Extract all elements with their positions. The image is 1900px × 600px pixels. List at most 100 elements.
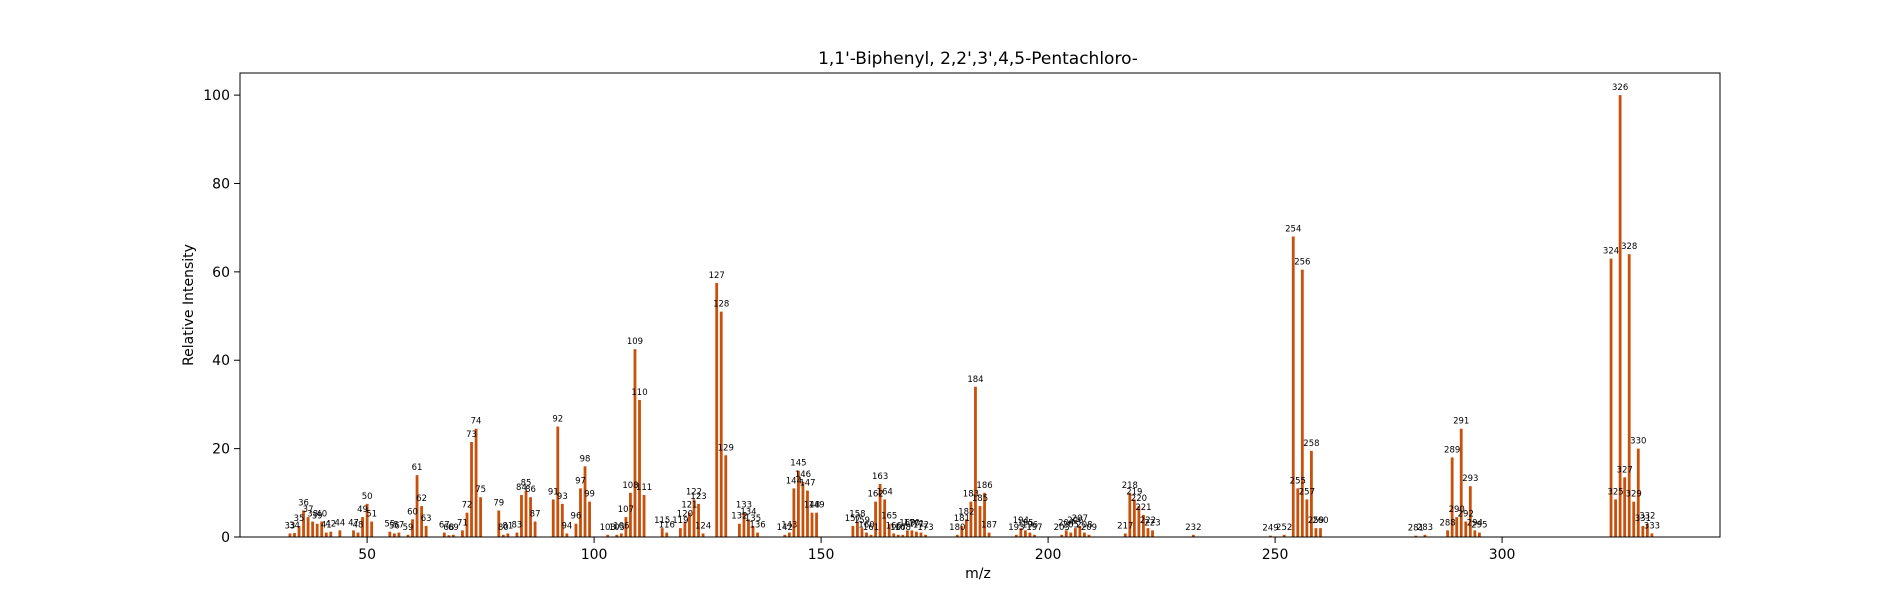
peak-bar-72 — [465, 512, 469, 537]
peak-bar-195 — [1024, 530, 1027, 537]
peak-bar-120 — [683, 521, 687, 537]
peak-bar-182 — [964, 519, 968, 537]
peak-bar-184 — [974, 386, 977, 537]
peak-bar-83 — [515, 532, 519, 537]
peak-label-91: 91 — [548, 487, 559, 497]
peak-label-110: 110 — [631, 388, 647, 398]
peak-bar-142 — [783, 534, 787, 537]
peak-bar-294 — [1473, 530, 1477, 537]
peak-label-96: 96 — [571, 512, 582, 522]
peak-label-258: 258 — [1303, 439, 1319, 449]
peak-label-63: 63 — [421, 514, 432, 524]
peak-label-144: 144 — [786, 476, 802, 486]
peak-bar-91 — [551, 499, 555, 537]
peak-bar-122 — [692, 499, 696, 537]
peak-bar-56 — [392, 533, 396, 537]
peak-bar-326 — [1618, 95, 1622, 537]
peak-bar-133 — [742, 512, 746, 537]
peak-label-40: 40 — [316, 510, 327, 520]
peak-bar-232 — [1191, 534, 1195, 537]
peak-label-324: 324 — [1603, 247, 1619, 257]
peak-bar-259 — [1314, 528, 1318, 537]
peak-bar-87 — [533, 521, 537, 537]
peak-bar-98 — [583, 466, 587, 537]
peak-label-37: 37 — [303, 505, 314, 515]
peak-bar-217 — [1123, 533, 1127, 537]
x-axis-ticks: 50 100 150 200 250 300 — [358, 537, 1515, 563]
peak-label-149: 149 — [808, 501, 824, 511]
peak-bar-94 — [565, 533, 569, 537]
peak-label-281: 281 — [1408, 524, 1424, 534]
peak-label-87: 87 — [530, 510, 541, 520]
peak-label-254: 254 — [1285, 225, 1301, 235]
peak-label-170: 170 — [904, 518, 920, 528]
peak-label-161: 161 — [863, 523, 879, 533]
spectrum-bars — [288, 95, 1654, 537]
peak-bar-62 — [420, 506, 423, 537]
peak-label-252: 252 — [1276, 523, 1292, 533]
peak-label-205: 205 — [1063, 521, 1079, 531]
peak-label-98: 98 — [580, 454, 591, 464]
peak-label-72: 72 — [462, 501, 473, 511]
peak-label-103: 103 — [600, 523, 616, 533]
peak-bar-40 — [320, 521, 324, 537]
peak-bar-44 — [338, 530, 342, 537]
peak-label-135: 135 — [745, 514, 761, 524]
peak-bar-148 — [810, 512, 814, 537]
peak-label-169: 169 — [899, 518, 915, 528]
peak-bar-109 — [633, 349, 637, 537]
peak-label-83: 83 — [512, 521, 523, 531]
peak-bar-330 — [1636, 448, 1640, 537]
peak-bar-41 — [324, 532, 328, 537]
peak-label-136: 136 — [749, 521, 765, 531]
peak-bar-81 — [506, 533, 510, 537]
peak-label-124: 124 — [695, 521, 711, 531]
peak-bar-69 — [451, 534, 455, 537]
peak-label-185: 185 — [972, 494, 988, 504]
peak-label-223: 223 — [1144, 518, 1160, 528]
peak-bar-333 — [1650, 533, 1654, 537]
peak-label-73: 73 — [466, 430, 477, 440]
peak-bar-168 — [901, 534, 905, 537]
peak-label-221: 221 — [1135, 503, 1151, 513]
peak-bar-36 — [302, 510, 305, 537]
x-tick-label-200: 200 — [1035, 547, 1062, 563]
peak-label-260: 260 — [1312, 516, 1328, 526]
peak-label-50: 50 — [362, 492, 373, 502]
peak-label-132: 132 — [731, 512, 747, 522]
peak-label-81: 81 — [502, 521, 513, 531]
peak-label-292: 292 — [1458, 510, 1474, 520]
peak-bar-149 — [815, 512, 818, 537]
peak-label-180: 180 — [949, 523, 965, 533]
peak-bar-84 — [520, 495, 523, 537]
peak-bar-256 — [1300, 269, 1304, 537]
peak-bar-327 — [1623, 477, 1627, 537]
peak-bar-123 — [697, 503, 700, 537]
peak-label-93: 93 — [557, 492, 568, 502]
peak-label-294: 294 — [1467, 518, 1483, 528]
peak-label-249: 249 — [1262, 524, 1278, 534]
peak-bar-71 — [461, 530, 464, 537]
peak-bar-74 — [474, 428, 478, 537]
peak-label-62: 62 — [416, 494, 427, 504]
peak-label-197: 197 — [1026, 523, 1042, 533]
peak-label-36: 36 — [298, 498, 309, 508]
peak-label-84: 84 — [516, 483, 527, 493]
peak-label-120: 120 — [677, 510, 693, 520]
peak-label-187: 187 — [981, 521, 997, 531]
peak-label-219: 219 — [1126, 487, 1142, 497]
peak-label-327: 327 — [1617, 465, 1633, 475]
peak-bar-288 — [1446, 530, 1450, 537]
peak-label-331: 331 — [1635, 514, 1651, 524]
peak-bar-121 — [688, 512, 691, 537]
peak-bar-209 — [1087, 534, 1091, 537]
peak-label-184: 184 — [967, 375, 983, 385]
peak-label-165: 165 — [881, 512, 897, 522]
peak-label-48: 48 — [353, 521, 364, 531]
peak-label-142: 142 — [777, 523, 793, 533]
peak-bar-171 — [915, 531, 918, 537]
peak-label-162: 162 — [867, 490, 883, 500]
peak-label-333: 333 — [1644, 521, 1660, 531]
y-axis-label: Relative Intensity — [181, 244, 197, 366]
peak-label-204: 204 — [1058, 518, 1074, 528]
